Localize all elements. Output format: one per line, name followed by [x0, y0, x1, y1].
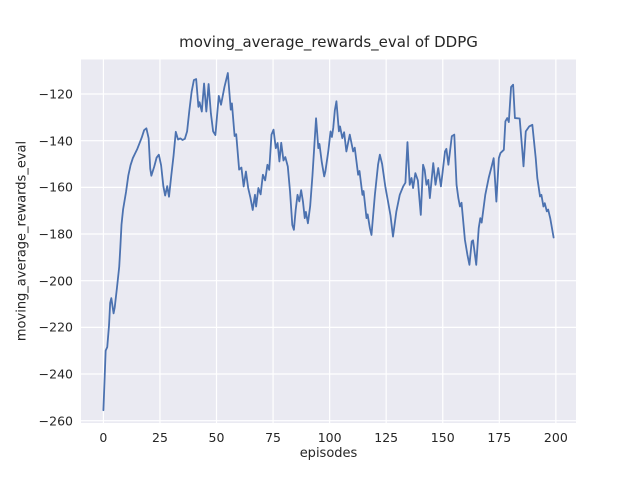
x-tick-label: 150: [430, 430, 455, 445]
y-axis-label: moving_average_rewards_eval: [14, 140, 30, 342]
y-tick-label: −120: [38, 86, 73, 102]
plot-area: [81, 59, 576, 423]
y-tick-label: −180: [38, 226, 73, 242]
x-tick-label: 100: [317, 430, 342, 445]
x-tick-label: 175: [487, 430, 512, 445]
x-tick-label: 25: [152, 430, 168, 445]
series-line: [102, 72, 555, 412]
y-tick-label: −140: [38, 133, 73, 149]
x-tick-label: 200: [543, 430, 568, 445]
y-tick-label: −240: [38, 366, 73, 382]
y-tick-label: −220: [38, 319, 73, 335]
y-tick-label: −260: [38, 413, 73, 429]
x-tick-label: 75: [265, 430, 282, 445]
chart-title: moving_average_rewards_eval of DDPG: [179, 33, 478, 51]
x-tick-label: 125: [374, 430, 399, 445]
x-axis-label: episodes: [299, 446, 358, 461]
x-tick-label: 0: [99, 430, 108, 445]
y-tick-label: −200: [38, 273, 73, 289]
x-tick-label: 50: [208, 430, 225, 445]
y-tick-label: −160: [38, 179, 73, 195]
